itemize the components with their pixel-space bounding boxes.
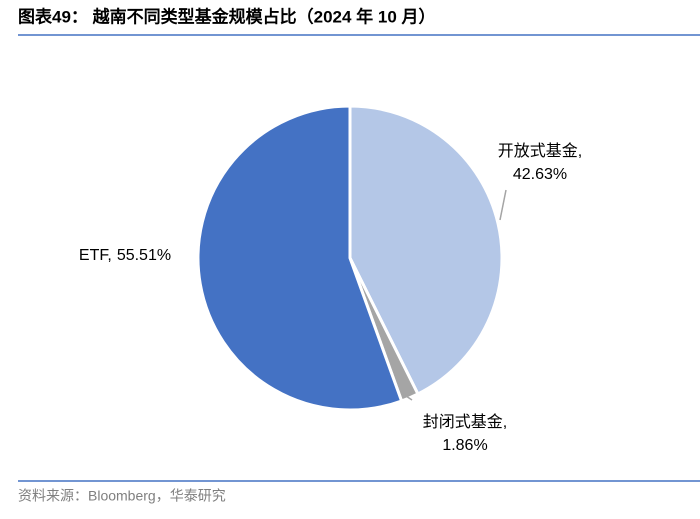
leader-line [402, 393, 413, 401]
source: 资料来源：Bloomberg，华泰研究 [18, 488, 226, 504]
pie-slice [196, 104, 404, 412]
data-label-name: ETF, [79, 247, 112, 264]
data-label-value: 1.86% [442, 437, 487, 454]
data-label: ETF, 55.51% [79, 247, 171, 264]
data-label-name: 封闭式基金, [423, 413, 507, 431]
chart-title: 图表49： 越南不同类型基金规模占比（2024 年 10 月） [18, 6, 436, 26]
leader-line [499, 189, 507, 221]
pie-slice [348, 104, 504, 397]
data-label-name: 开放式基金, [498, 142, 582, 160]
data-label-value: 42.63% [513, 166, 567, 183]
data-label-value: 55.51% [117, 247, 171, 264]
